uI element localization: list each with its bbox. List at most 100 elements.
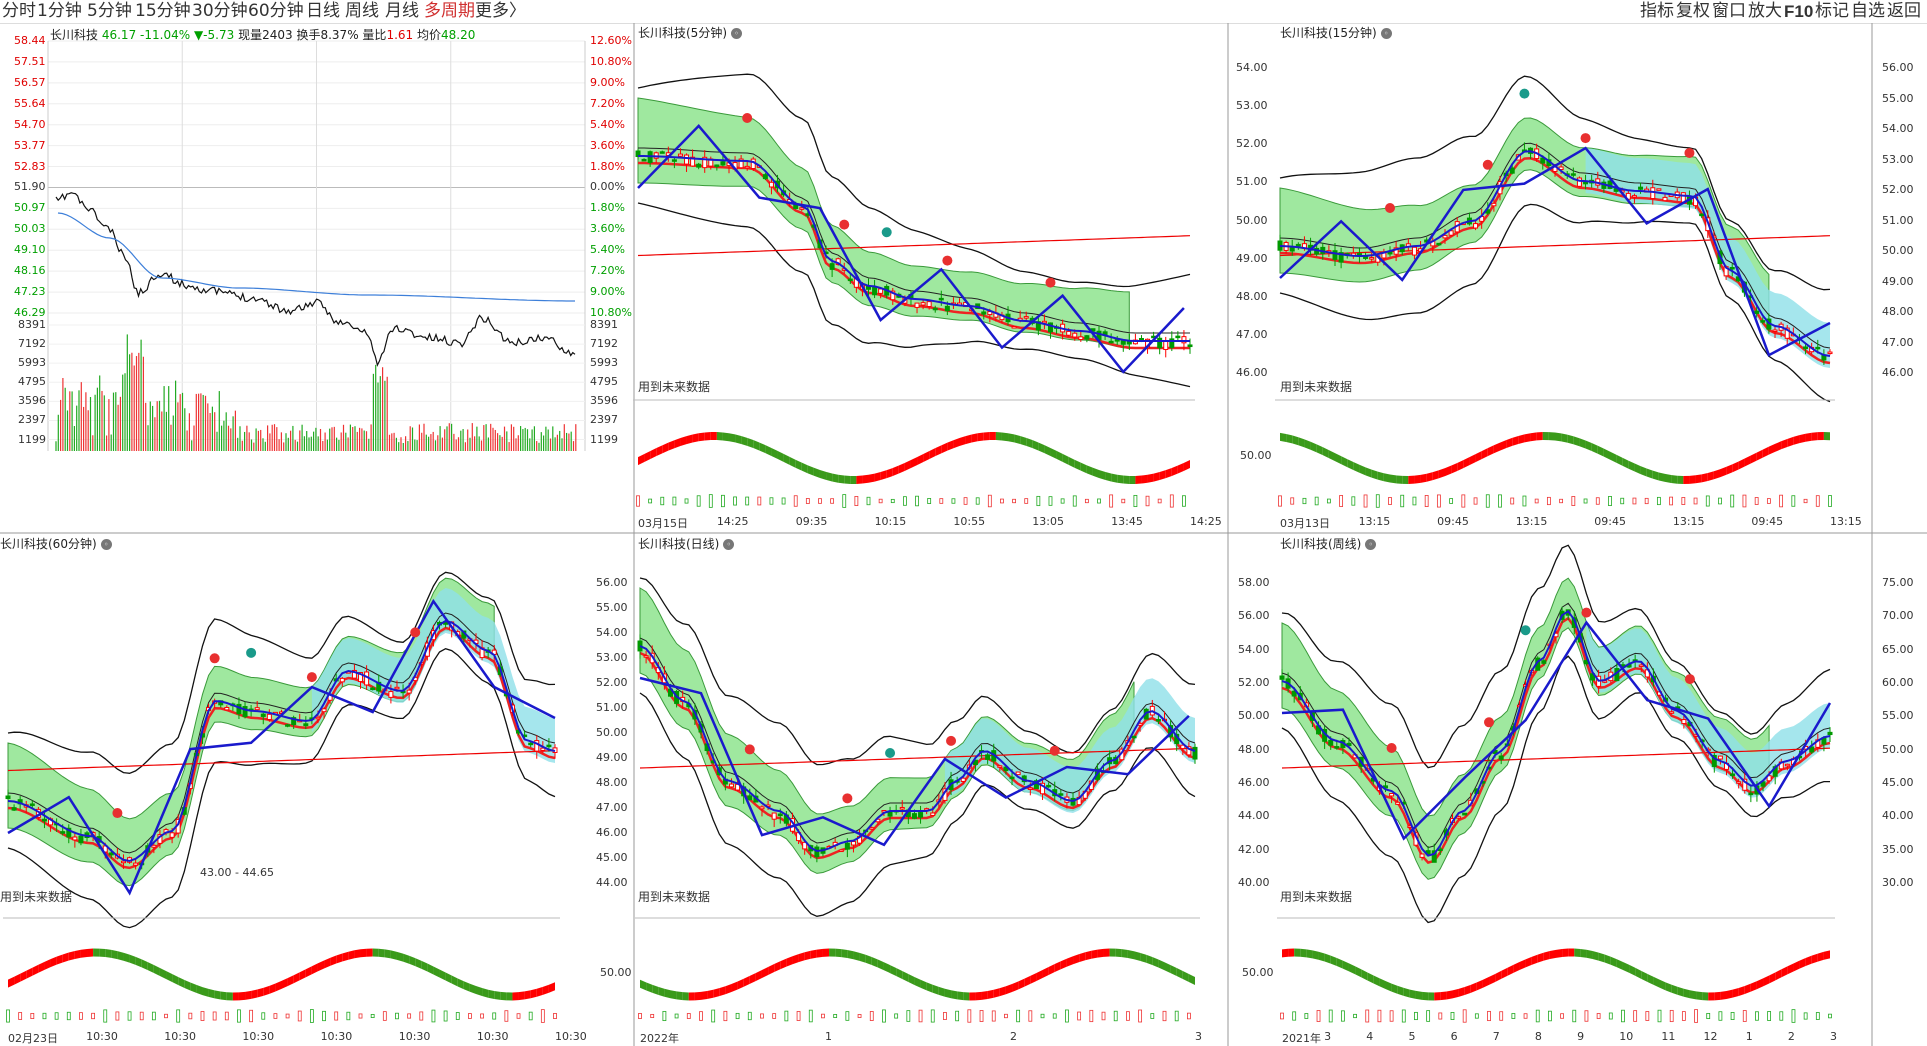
period-tab-multi[interactable]: 多周期 xyxy=(424,1,475,21)
candle-body xyxy=(1448,230,1454,236)
macd-area xyxy=(1591,442,1598,454)
macd-area xyxy=(1610,956,1617,968)
macd-area xyxy=(178,977,185,988)
macd-bar xyxy=(769,497,774,505)
ma-band-cyan xyxy=(944,678,1195,813)
macd-area xyxy=(1129,475,1136,484)
candle-body xyxy=(1131,735,1137,739)
candle-body xyxy=(11,807,17,811)
macd-area xyxy=(1005,983,1013,995)
macd-area xyxy=(1464,984,1471,996)
watchlist-button[interactable]: 自选 xyxy=(1851,1,1885,21)
macd-area xyxy=(1391,983,1398,994)
period-tab-day[interactable]: 日线 xyxy=(306,1,340,21)
macd-bar xyxy=(1754,497,1759,505)
macd-area xyxy=(1280,432,1287,442)
f10-button[interactable]: F10 xyxy=(1784,2,1814,21)
sell-signal-icon xyxy=(1580,133,1591,144)
adjust-button[interactable]: 复权 xyxy=(1676,1,1710,21)
macd-bar xyxy=(1077,1011,1082,1021)
macd-bar xyxy=(745,496,750,506)
mark-button[interactable]: 标记 xyxy=(1815,1,1849,21)
window-button[interactable]: 窗口 xyxy=(1712,1,1746,21)
macd-bar xyxy=(1048,496,1053,506)
macd-area xyxy=(989,432,996,441)
macd-bar xyxy=(443,1010,448,1022)
macd-bar xyxy=(1133,494,1138,508)
period-tab-15min[interactable]: 15分钟 xyxy=(135,1,191,21)
period-tab-month[interactable]: 月线 xyxy=(385,1,419,21)
macd-area xyxy=(1463,457,1470,469)
back-button[interactable]: 返回 xyxy=(1887,1,1921,21)
macd-bar xyxy=(979,1010,984,1022)
macd-area xyxy=(74,949,81,959)
macd-bar xyxy=(963,497,968,505)
candle-body xyxy=(728,783,734,788)
sell-signal-icon xyxy=(744,744,755,755)
zoom-button[interactable]: 放大 xyxy=(1748,1,1782,21)
macd-bar xyxy=(1791,495,1796,507)
macd-area xyxy=(1432,470,1439,481)
macd-bar xyxy=(468,1013,472,1019)
sell-signal-icon xyxy=(209,653,220,664)
macd-area xyxy=(1555,432,1562,442)
macd-area xyxy=(1092,467,1100,479)
period-tab-week[interactable]: 周线 xyxy=(345,1,379,21)
macd-area xyxy=(214,990,221,1000)
period-tab-fenshi[interactable]: 分时 xyxy=(2,1,36,21)
macd-area xyxy=(384,949,391,959)
candle-body xyxy=(911,813,917,819)
macd-bar xyxy=(1596,1013,1601,1019)
macd-area xyxy=(1768,443,1775,455)
macd-bar xyxy=(1084,498,1089,504)
macd-area xyxy=(87,948,94,957)
candle-body xyxy=(151,844,157,848)
macd-bar xyxy=(1705,495,1710,507)
candle-body xyxy=(771,812,777,820)
macd-area xyxy=(1732,987,1739,998)
macd-area xyxy=(190,982,197,993)
macd-bar xyxy=(903,496,907,506)
chart-15min xyxy=(1275,75,1835,508)
candle-body xyxy=(747,795,753,801)
macd-bar xyxy=(1559,498,1564,504)
macd-bar xyxy=(672,496,677,506)
macd-bar xyxy=(91,1012,95,1020)
period-tab-60min[interactable]: 60分钟 xyxy=(248,1,304,21)
macd-area xyxy=(1781,966,1788,978)
macd-area xyxy=(196,984,203,996)
macd-bar xyxy=(1401,1009,1406,1023)
candle-body xyxy=(370,687,376,691)
candle-body xyxy=(242,706,248,718)
macd-bar xyxy=(346,1011,351,1021)
macd-bar xyxy=(721,494,725,508)
macd-bar xyxy=(1621,1009,1625,1023)
macd-area xyxy=(1481,448,1488,460)
macd-area xyxy=(761,966,769,978)
macd-area xyxy=(868,473,875,483)
period-tab-30min[interactable]: 30分钟 xyxy=(192,1,248,21)
macd-area xyxy=(159,967,167,980)
more-button[interactable]: 更多〉 xyxy=(475,0,526,23)
macd-area xyxy=(1659,979,1666,991)
macd-bar xyxy=(395,1012,399,1020)
sell-signal-icon xyxy=(306,672,317,683)
macd-area xyxy=(1805,955,1812,967)
macd-bar xyxy=(1060,498,1065,504)
macd-area xyxy=(1823,950,1830,960)
indicator-button[interactable]: 指标 xyxy=(1640,1,1674,21)
candle-body xyxy=(1393,247,1399,255)
macd-area xyxy=(26,967,33,979)
candle-body xyxy=(1078,336,1084,341)
macd-bar xyxy=(1400,494,1405,508)
macd-bar xyxy=(1292,1011,1297,1021)
period-tab-1min[interactable]: 1分钟 xyxy=(37,1,82,21)
macd-bar xyxy=(1109,494,1114,508)
macd-area xyxy=(1080,462,1087,474)
macd-area xyxy=(668,440,675,451)
macd-bar xyxy=(890,498,895,504)
candle-body xyxy=(1730,773,1736,776)
macd-bar xyxy=(686,1013,691,1019)
period-tab-5min[interactable]: 5分钟 xyxy=(87,1,132,21)
macd-area xyxy=(1282,948,1289,958)
